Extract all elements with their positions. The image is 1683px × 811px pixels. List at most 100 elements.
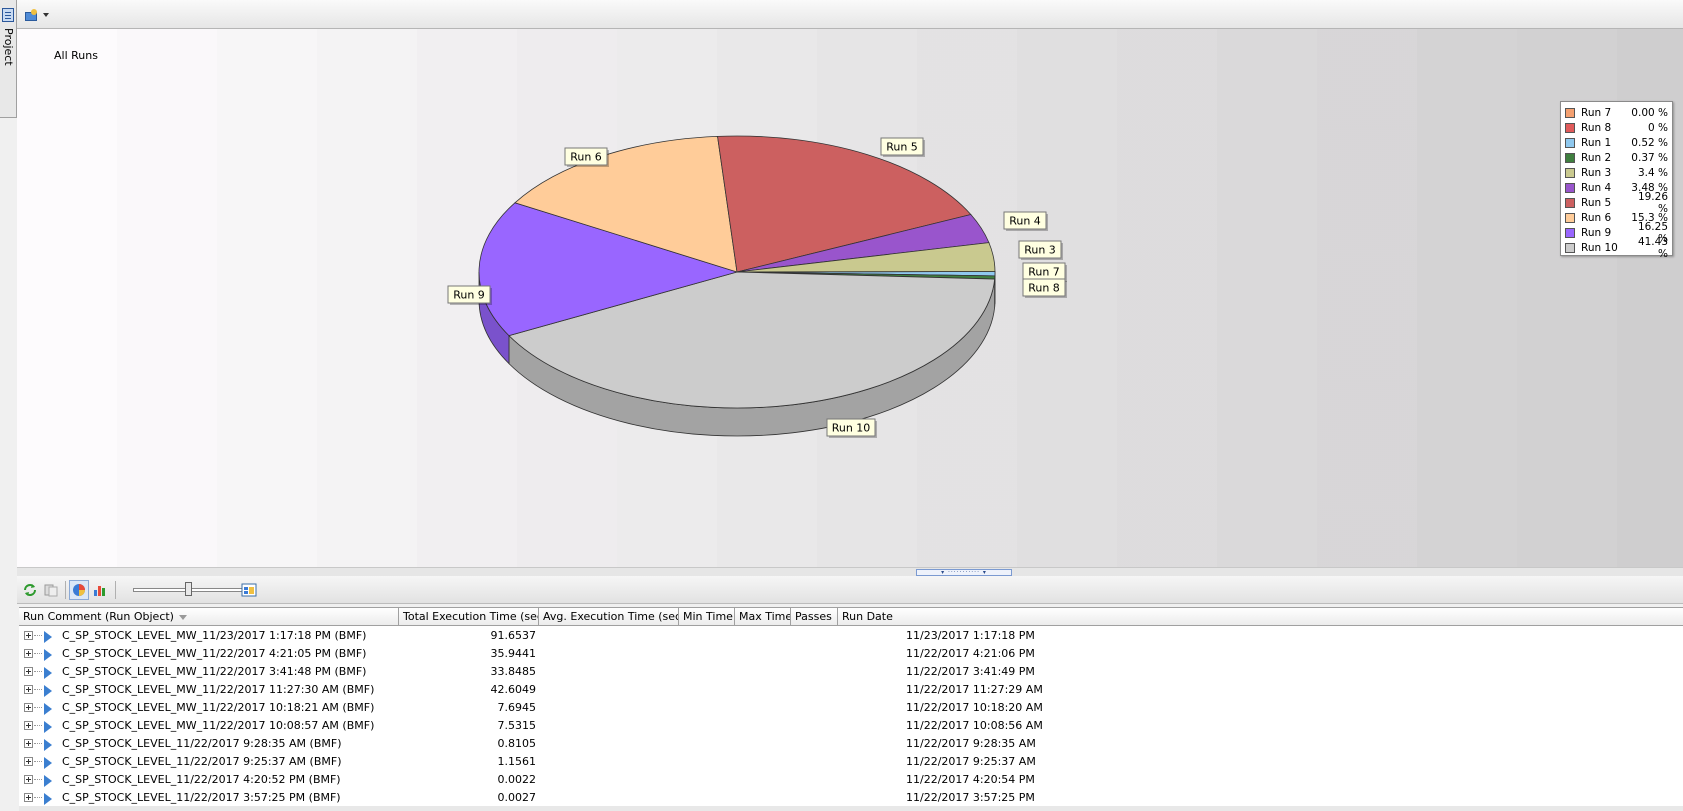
table-row[interactable]: C_SP_STOCK_LEVEL_11/22/2017 9:25:37 AM (… [19,753,1683,771]
expand-icon[interactable] [24,757,33,766]
run-date-cell: 11/22/2017 10:18:20 AM [906,701,1043,714]
chart-toolbar [17,0,1683,29]
callout-label: Run 6 [570,151,602,164]
table-row[interactable]: C_SP_STOCK_LEVEL_MW_11/22/2017 3:41:48 P… [19,663,1683,681]
run-comment-cell: C_SP_STOCK_LEVEL_MW_11/22/2017 4:21:05 P… [62,647,367,660]
table-row[interactable]: C_SP_STOCK_LEVEL_MW_11/22/2017 4:21:05 P… [19,645,1683,663]
compare-icon [44,584,58,597]
run-date-cell: 11/22/2017 4:21:06 PM [906,647,1035,660]
pie-slice-run-9[interactable] [478,202,739,337]
bar-chart-view-button[interactable] [90,580,110,600]
run-comment-cell: C_SP_STOCK_LEVEL_MW_11/22/2017 10:18:21 … [62,701,375,714]
table-row[interactable]: C_SP_STOCK_LEVEL_MW_11/22/2017 10:08:57 … [19,717,1683,735]
col-total-execution-time[interactable]: Total Execution Time (secs) [399,608,539,626]
total-time-cell: 0.8105 [497,737,537,750]
pie-slice-run-3[interactable] [736,242,996,273]
callout-run-4: Run 4 [1003,211,1048,231]
expand-icon[interactable] [24,667,33,676]
project-manager-tab[interactable]: Project Manager [0,0,17,118]
compare-button[interactable] [41,580,61,600]
legend-swatch [1565,242,1575,253]
callout-run-10: Run 10 [826,418,877,438]
col-passes[interactable]: Passes [791,608,838,626]
expand-icon[interactable] [24,721,33,730]
run-object-icon [44,721,52,733]
legend-value: 0.00 % [1631,106,1668,119]
total-time-cell: 35.9441 [490,647,537,660]
table-row[interactable]: C_SP_STOCK_LEVEL_MW_11/22/2017 10:18:21 … [19,699,1683,717]
panel-splitter[interactable]: ▾ ··········· ▾ [17,567,1683,576]
run-object-icon [44,667,52,679]
run-comment-cell: C_SP_STOCK_LEVEL_MW_11/22/2017 3:41:48 P… [62,665,367,678]
legend-label: Run 7 [1581,106,1612,119]
table-row[interactable]: C_SP_STOCK_LEVEL_11/22/2017 3:57:25 PM (… [19,789,1683,807]
legend-value: 0.52 % [1631,136,1668,149]
chart-panel: All Runs Run 6 Run 5 Run 4 Run 3 Run 7 Run 8 R… [17,29,1683,567]
runs-grid: Run Comment (Run Object) Total Execution… [19,607,1683,811]
callout-label: Run 3 [1024,244,1056,257]
legend-label: Run 5 [1581,196,1612,209]
chart-options-button[interactable] [23,6,57,24]
col-min-time[interactable]: Min Time [679,608,735,626]
legend-label: Run 8 [1581,121,1612,134]
chart-options-icon [23,8,39,22]
legend-label: Run 9 [1581,226,1612,239]
legend-value: 0 % [1648,121,1668,134]
pie-chart-icon [73,584,85,596]
run-date-cell: 11/22/2017 11:27:29 AM [906,683,1043,696]
export-icon [241,583,257,597]
total-time-cell: 0.0022 [497,773,537,786]
total-time-cell: 42.6049 [490,683,537,696]
callout-run-5: Run 5 [880,137,925,157]
legend-swatch [1565,122,1575,133]
callout-run-7: Run 7 [1022,262,1067,282]
grid-body: C_SP_STOCK_LEVEL_MW_11/23/2017 1:17:18 P… [19,627,1683,807]
legend-label: Run 1 [1581,136,1612,149]
expand-icon[interactable] [24,685,33,694]
expand-icon[interactable] [24,631,33,640]
legend-swatch [1565,212,1575,223]
refresh-button[interactable] [20,580,40,600]
run-date-cell: 11/22/2017 4:20:54 PM [906,773,1035,786]
project-manager-icon [2,8,14,22]
callout-run-9: Run 9 [447,285,492,305]
legend-item: Run 4 3.48 % [1565,180,1668,195]
project-manager-label: Project Manager [2,28,15,66]
total-time-cell: 33.8485 [490,665,537,678]
expand-icon[interactable] [24,793,33,802]
legend-item: Run 6 15.3 % [1565,210,1668,225]
chevron-down-icon [43,13,49,17]
run-date-cell: 11/22/2017 10:08:56 AM [906,719,1043,732]
table-row[interactable]: C_SP_STOCK_LEVEL_11/22/2017 4:20:52 PM (… [19,771,1683,789]
table-row[interactable]: C_SP_STOCK_LEVEL_11/22/2017 9:28:35 AM (… [19,735,1683,753]
table-row[interactable]: C_SP_STOCK_LEVEL_MW_11/22/2017 11:27:30 … [19,681,1683,699]
legend-swatch [1565,152,1575,163]
expand-icon[interactable] [24,775,33,784]
refresh-icon [24,584,36,596]
col-max-time[interactable]: Max Time [735,608,791,626]
legend-item: Run 9 16.25 % [1565,221,1668,245]
run-object-icon [44,649,52,661]
col-avg-execution-time[interactable]: Avg. Execution Time (secs) [539,608,679,626]
legend-value: 0.37 % [1631,151,1668,164]
expand-icon[interactable] [24,739,33,748]
total-time-cell: 7.6945 [497,701,537,714]
zoom-slider-thumb[interactable] [184,582,192,596]
col-run-date[interactable]: Run Date [842,610,893,623]
pie-slice-run-10[interactable] [508,271,996,409]
run-comment-cell: C_SP_STOCK_LEVEL_11/22/2017 9:28:35 AM (… [62,737,342,750]
splitter-grip[interactable]: ▾ ··········· ▾ [916,569,1012,576]
col-run-comment[interactable]: Run Comment (Run Object) [19,608,399,626]
export-button[interactable] [239,580,259,600]
legend-label: Run 6 [1581,211,1612,224]
total-time-cell: 1.1561 [497,755,537,768]
horizontal-scrollbar[interactable] [19,806,1683,811]
chart-title: All Runs [54,49,98,62]
callout-label: Run 10 [832,422,871,435]
expand-icon[interactable] [24,703,33,712]
pie-chart-view-button[interactable] [69,580,89,600]
pie-slice-run-5[interactable] [717,135,972,273]
table-row[interactable]: C_SP_STOCK_LEVEL_MW_11/23/2017 1:17:18 P… [19,627,1683,645]
expand-icon[interactable] [24,649,33,658]
run-object-icon [44,703,52,715]
